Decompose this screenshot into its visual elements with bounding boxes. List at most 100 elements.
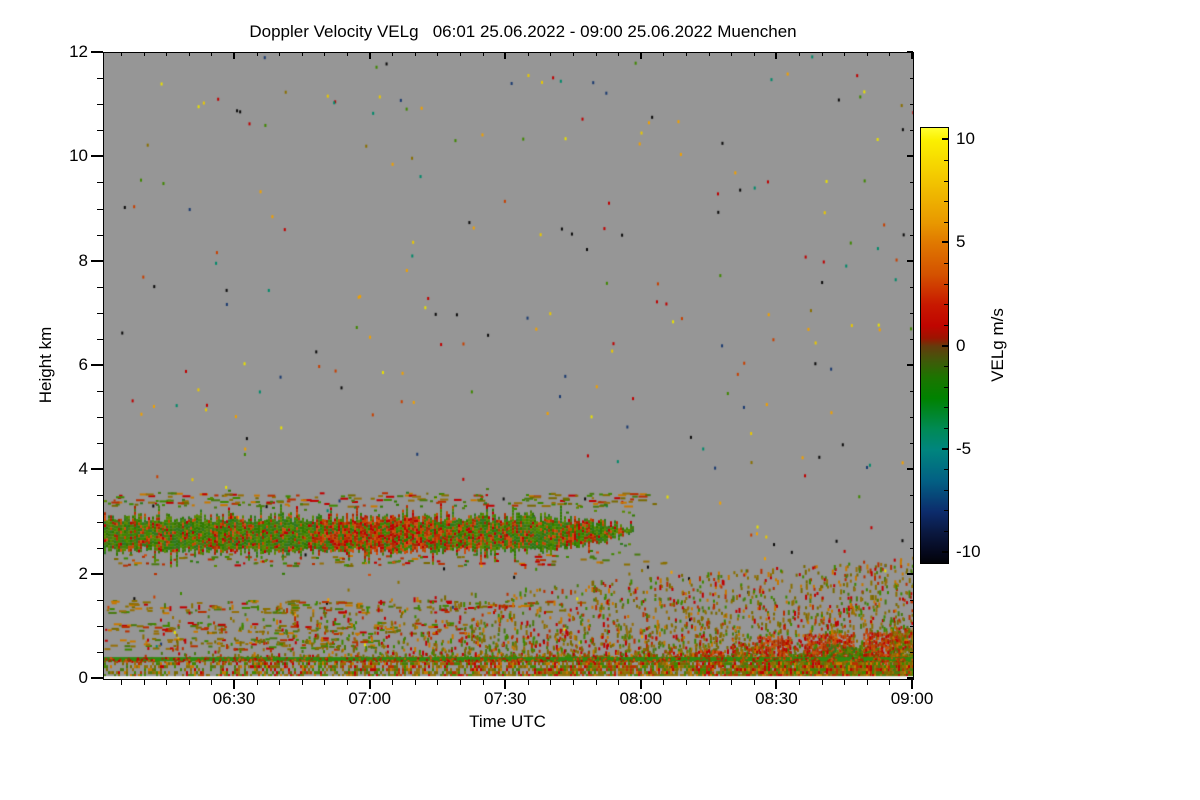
x-minor-tick	[121, 680, 123, 685]
x-minor-tick	[437, 680, 439, 685]
x-minor-tick-top	[889, 53, 891, 56]
colorbar-major-tick	[942, 138, 948, 141]
colorbar-minor-tick	[944, 324, 948, 326]
colorbar-minor-tick	[944, 283, 948, 285]
x-minor-tick	[414, 680, 416, 685]
x-minor-tick-top	[301, 53, 303, 56]
y-minor-tick	[97, 208, 103, 210]
y-tick-label: 4	[78, 459, 88, 479]
y-minor-tick-right	[910, 234, 913, 236]
x-minor-tick	[347, 680, 349, 685]
x-minor-tick-top	[482, 53, 484, 56]
y-minor-tick	[97, 286, 103, 288]
x-major-tick-top	[639, 53, 642, 59]
x-major-tick-top	[911, 53, 913, 59]
colorbar-minor-tick	[944, 489, 948, 491]
x-minor-tick	[527, 680, 529, 685]
x-minor-tick-top	[753, 53, 755, 56]
y-tick-label: 10	[69, 146, 88, 166]
x-minor-tick	[731, 680, 733, 685]
colorbar-tick-label: 10	[956, 129, 975, 149]
y-major-tick	[91, 259, 103, 262]
x-minor-tick-top	[460, 53, 462, 56]
y-minor-tick	[97, 625, 103, 627]
x-axis-label: Time UTC	[469, 712, 546, 731]
y-minor-tick	[97, 338, 103, 340]
x-major-tick	[911, 680, 913, 689]
y-major-tick-right	[907, 51, 913, 53]
x-tick-label: 08:30	[755, 689, 798, 708]
y-minor-tick	[97, 391, 103, 393]
y-minor-tick-right	[910, 521, 913, 523]
x-minor-tick	[550, 680, 552, 685]
x-minor-tick	[866, 680, 868, 685]
x-minor-tick	[143, 680, 145, 685]
y-tick-label: 6	[78, 355, 88, 374]
chart-title: Doppler Velocity VELg 06:01 25.06.2022 -…	[249, 22, 797, 41]
x-minor-tick	[482, 680, 484, 685]
x-minor-tick-top	[550, 53, 552, 56]
y-minor-tick-right	[910, 417, 913, 419]
x-minor-tick	[686, 680, 688, 685]
y-minor-tick-right	[910, 391, 913, 393]
y-minor-tick-right	[910, 130, 913, 132]
y-minor-tick	[97, 130, 103, 132]
y-minor-tick-right	[910, 312, 913, 314]
y-major-tick	[91, 364, 103, 366]
colorbar-label: VELg m/s	[988, 308, 1007, 382]
x-major-tick	[233, 680, 236, 689]
colorbar-minor-tick	[944, 304, 948, 306]
y-minor-tick	[97, 651, 103, 653]
x-minor-tick-top	[595, 53, 597, 56]
x-minor-tick	[844, 680, 846, 685]
y-minor-tick-right	[910, 495, 913, 497]
x-major-tick	[775, 680, 778, 689]
x-minor-tick	[392, 680, 394, 685]
y-minor-tick	[97, 443, 103, 445]
x-tick-label: 07:30	[483, 689, 527, 708]
x-minor-tick-top	[618, 53, 620, 56]
y-minor-tick	[97, 599, 103, 601]
y-major-tick-right	[907, 364, 913, 366]
x-minor-tick	[753, 680, 755, 685]
colorbar-tick-label: 5	[956, 232, 966, 252]
x-minor-tick-top	[573, 53, 575, 56]
x-tick-label: 09:00	[890, 689, 934, 708]
y-major-tick-right	[907, 572, 913, 575]
x-minor-tick	[889, 680, 891, 685]
x-minor-tick	[618, 680, 620, 685]
y-minor-tick	[97, 495, 103, 497]
y-major-tick	[91, 677, 103, 679]
x-minor-tick-top	[324, 53, 326, 56]
y-major-tick	[91, 51, 103, 53]
colorbar-minor-tick	[944, 386, 948, 388]
x-minor-tick-top	[821, 53, 823, 56]
x-minor-tick-top	[663, 53, 665, 56]
y-minor-tick	[97, 547, 103, 549]
x-minor-tick	[708, 680, 710, 685]
y-minor-tick-right	[910, 286, 913, 288]
colorbar-tick-label: -10	[956, 541, 981, 561]
x-minor-tick-top	[731, 53, 733, 56]
y-minor-tick	[97, 521, 103, 523]
y-minor-tick-right	[910, 208, 913, 210]
x-minor-tick	[256, 680, 258, 685]
x-minor-tick	[279, 680, 281, 685]
colorbar-minor-tick	[944, 510, 948, 512]
velocity-heatmap-canvas	[104, 53, 913, 679]
y-tick-label: 2	[78, 563, 88, 583]
colorbar-minor-tick	[944, 180, 948, 182]
x-tick-label: 08:00	[619, 689, 663, 708]
colorbar-minor-tick	[944, 263, 948, 265]
y-minor-tick-right	[910, 625, 913, 627]
y-major-tick-right	[907, 468, 913, 471]
colorbar-major-tick	[942, 241, 948, 244]
x-major-tick-top	[233, 53, 236, 59]
x-minor-tick	[324, 680, 326, 685]
y-tick-label: 8	[78, 250, 88, 270]
x-minor-tick-top	[166, 53, 168, 56]
y-minor-tick	[97, 312, 103, 314]
x-minor-tick-top	[188, 53, 190, 56]
x-major-tick	[504, 680, 507, 689]
y-major-tick	[91, 572, 103, 575]
